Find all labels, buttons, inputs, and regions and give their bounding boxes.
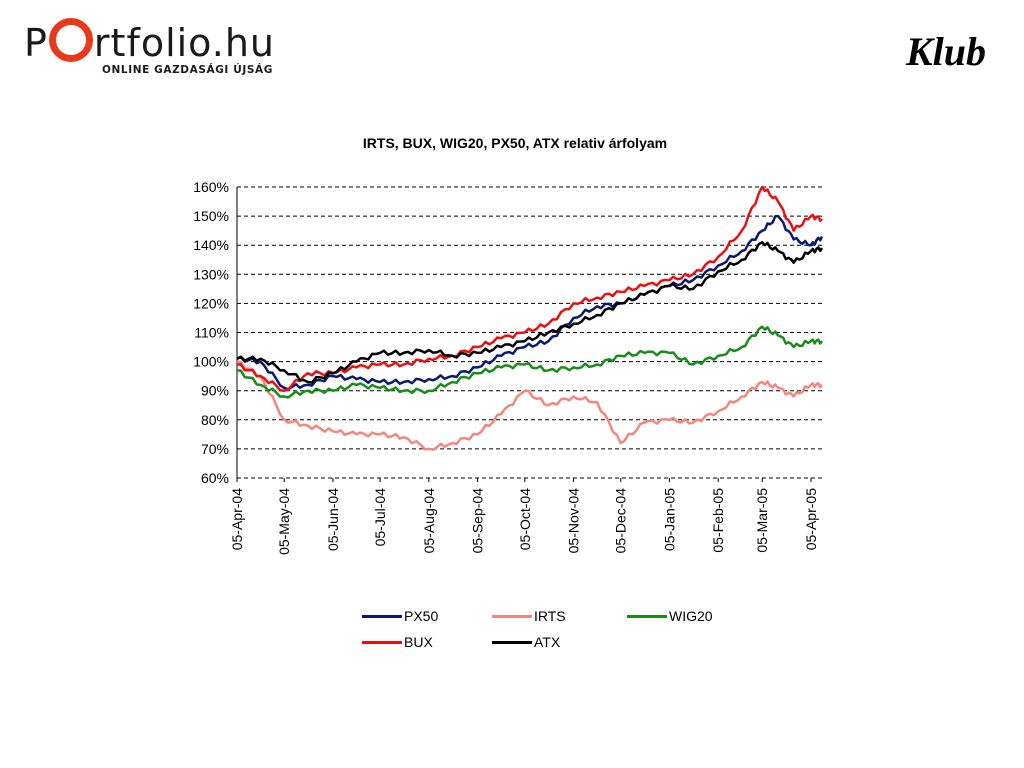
y-tick-label: 150% — [193, 208, 229, 224]
club-label: Klub — [905, 29, 986, 74]
x-tick-label: 05-Apr-05 — [803, 488, 819, 550]
logo-tagline: ONLINE GAZDASÁGI ÚJSÁG — [102, 64, 273, 76]
chart-title: IRTS, BUX, WIG20, PX50, ATX relativ árfo… — [362, 135, 668, 151]
y-tick-label: 80% — [201, 412, 229, 428]
legend-swatch — [362, 640, 402, 644]
legend-item-irts: IRTS — [492, 608, 566, 624]
x-tick-label: 05-Nov-04 — [566, 488, 582, 554]
series-line-irts — [236, 360, 823, 451]
y-tick-label: 160% — [193, 179, 229, 195]
logo-ring-icon — [48, 18, 93, 62]
legend-swatch — [492, 614, 532, 618]
legend-item-atx: ATX — [492, 634, 560, 650]
x-tick-label: 05-May-04 — [276, 488, 292, 555]
y-tick-label: 100% — [193, 354, 229, 370]
legend-swatch — [627, 614, 667, 618]
series-line-bux — [236, 185, 823, 392]
y-tick-label: 90% — [201, 383, 229, 399]
legend-swatch — [362, 614, 402, 618]
legend-item-wig20: WIG20 — [627, 608, 713, 624]
legend-label: BUX — [404, 634, 433, 650]
legend-item-bux: BUX — [362, 634, 433, 650]
legend-swatch — [492, 640, 532, 644]
y-tick-label: 60% — [201, 470, 229, 486]
x-tick-label: 05-Jul-04 — [372, 488, 388, 547]
y-tick-label: 70% — [201, 441, 229, 457]
legend-label: WIG20 — [669, 608, 713, 624]
legend-label: IRTS — [534, 608, 566, 624]
x-tick-label: 05-Jun-04 — [325, 488, 341, 551]
x-tick-label: 05-Apr-04 — [229, 488, 245, 550]
x-tick-label: 05-Jan-05 — [661, 488, 677, 551]
y-tick-label: 140% — [193, 237, 229, 253]
y-tick-label: 120% — [193, 295, 229, 311]
series-line-atx — [236, 241, 824, 384]
series-line-wig20 — [236, 325, 823, 399]
x-tick-label: 05-Feb-05 — [710, 488, 726, 553]
y-tick-label: 130% — [193, 266, 229, 282]
legend-label: PX50 — [404, 608, 439, 624]
x-tick-label: 05-Mar-05 — [754, 488, 770, 553]
legend-item-px50: PX50 — [362, 608, 438, 624]
x-tick-label: 05-Aug-04 — [421, 488, 437, 554]
x-tick-label: 05-Oct-04 — [517, 488, 533, 550]
logo-prefix: P — [24, 21, 48, 65]
series-line-px50 — [236, 214, 824, 391]
legend-label: ATX — [534, 634, 561, 650]
y-tick-label: 110% — [194, 325, 229, 341]
x-tick-label: 05-Sep-04 — [470, 488, 486, 554]
logo-suffix: rtfolio.hu — [93, 21, 276, 65]
x-tick-label: 05-Dec-04 — [613, 488, 629, 554]
